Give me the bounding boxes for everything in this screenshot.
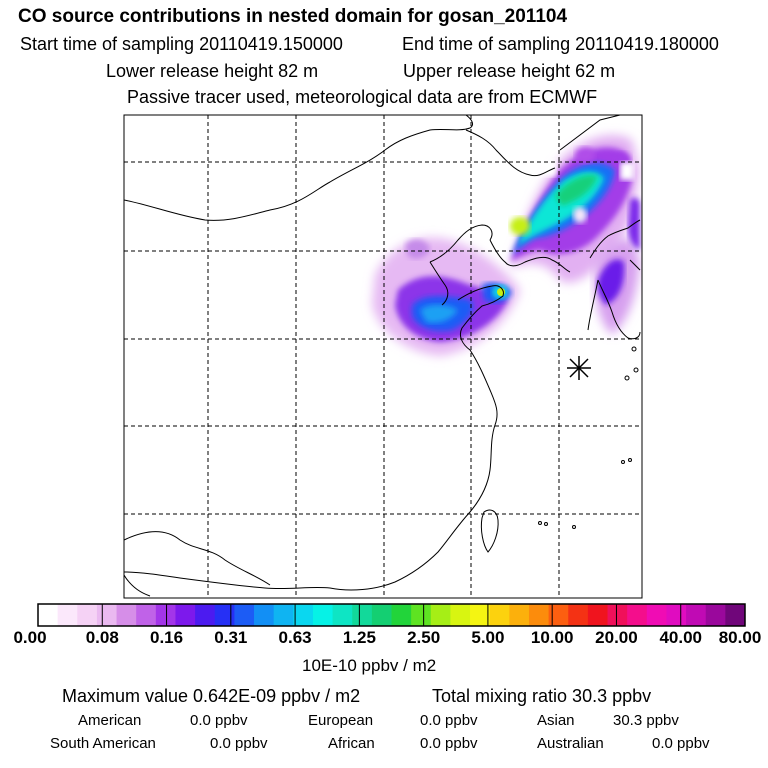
- islands: [538, 346, 639, 529]
- colorbar: [37, 603, 746, 627]
- colorbar-swatch: [234, 604, 255, 626]
- colorbar-swatch: [725, 604, 746, 626]
- asian-label: Asian: [537, 712, 575, 729]
- african-label: African: [328, 735, 375, 752]
- australian-value: 0.0 ppbv: [652, 735, 710, 752]
- colorbar-swatch: [627, 604, 648, 626]
- colorbar-tick-label: 0.63: [278, 628, 312, 647]
- colorbar-swatch: [646, 604, 667, 626]
- colorbar-swatch: [509, 604, 530, 626]
- colorbar-swatch: [470, 604, 491, 626]
- upper-release-label: Upper release height 62 m: [403, 61, 616, 81]
- south-american-label: South American: [50, 735, 156, 752]
- colorbar-tick-label: 2.50: [407, 628, 441, 647]
- colorbar-swatch: [136, 604, 157, 626]
- colorbar-swatch: [705, 604, 726, 626]
- page-title: CO source contributions in nested domain…: [18, 6, 568, 27]
- colorbar-swatch: [96, 604, 118, 626]
- south-american-value: 0.0 ppbv: [210, 735, 268, 752]
- colorbar-tick-label: 0.00: [13, 628, 47, 647]
- colorbar-swatch: [352, 604, 373, 626]
- colorbar-swatch: [371, 604, 392, 626]
- colorbar-swatch: [77, 604, 98, 626]
- american-label: American: [78, 712, 142, 729]
- colorbar-tick-label: 0.16: [149, 628, 184, 647]
- colorbar-swatch: [607, 604, 628, 626]
- colorbar-swatch: [57, 604, 78, 626]
- colorbar-swatch: [195, 604, 216, 626]
- colorbar-swatch: [489, 604, 510, 626]
- colorbar-tick-label: 80.00: [718, 628, 762, 647]
- colorbar-tick-label: 0.08: [85, 628, 119, 647]
- max-value-label: Maximum value 0.642E-09 ppbv / m2: [62, 686, 361, 706]
- coastlines: [124, 115, 641, 597]
- start-time-label: Start time of sampling 20110419.150000: [20, 34, 343, 54]
- colorbar-swatch: [155, 604, 176, 626]
- colorbar-swatch: [666, 604, 687, 626]
- colorbar-tick-label: 20.00: [595, 628, 638, 647]
- european-value: 0.0 ppbv: [420, 712, 478, 729]
- colorbar-swatch: [411, 604, 432, 626]
- australian-label: Australian: [537, 735, 604, 752]
- colorbar-frame: [37, 603, 746, 627]
- colorbar-unit: 10E-10 ppbv / m2: [302, 656, 437, 675]
- colorbar-swatch: [273, 604, 294, 626]
- african-value: 0.0 ppbv: [420, 735, 478, 752]
- colorbar-swatch: [587, 604, 609, 626]
- colorbar-tick-label: 0.31: [214, 628, 248, 647]
- lat-lon-grid: [124, 115, 642, 598]
- concentration-field: [372, 135, 640, 356]
- colorbar-swatch: [568, 604, 589, 626]
- source-location-icon: [567, 356, 591, 380]
- asian-value: 30.3 ppbv: [613, 712, 679, 729]
- colorbar-swatch: [548, 604, 569, 626]
- tracer-note: Passive tracer used, meteorological data…: [127, 87, 598, 107]
- colorbar-swatch: [312, 604, 334, 626]
- colorbar-swatch: [430, 604, 451, 626]
- european-label: European: [308, 712, 374, 729]
- colorbar-swatch: [38, 604, 59, 626]
- colorbar-tick-label: 40.00: [659, 628, 702, 647]
- end-time-label: End time of sampling 20110419.180000: [402, 34, 719, 54]
- colorbar-swatch: [116, 604, 137, 626]
- colorbar-swatch: [293, 604, 314, 626]
- colorbar-tick-label: 1.25: [342, 628, 376, 647]
- colorbar-swatch: [450, 604, 471, 626]
- colorbar-tick-label: 10.00: [530, 628, 574, 647]
- colorbar-swatch: [332, 604, 353, 626]
- american-value: 0.0 ppbv: [190, 712, 248, 729]
- colorbar-swatch: [686, 604, 707, 626]
- colorbar-swatch: [175, 604, 196, 626]
- colorbar-tick-label: 5.00: [471, 628, 505, 647]
- colorbar-swatch: [214, 604, 235, 626]
- colorbar-swatch: [391, 604, 412, 626]
- lower-release-label: Lower release height 82 m: [106, 61, 319, 81]
- total-mixing-label: Total mixing ratio 30.3 ppbv: [432, 686, 652, 706]
- map-frame: [123, 114, 643, 599]
- colorbar-swatch: [254, 604, 275, 626]
- colorbar-swatch: [528, 604, 550, 626]
